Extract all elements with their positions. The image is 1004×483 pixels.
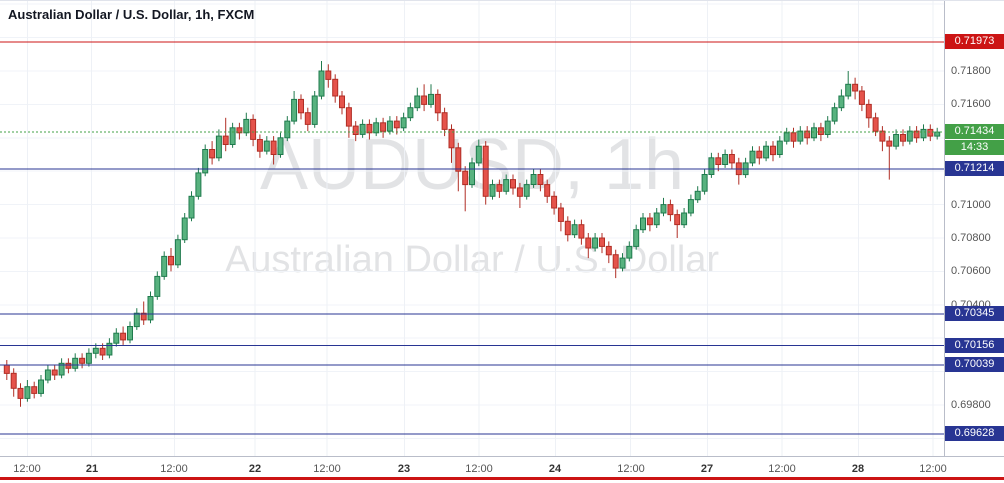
time-axis-label: 23 — [397, 463, 411, 475]
price-axis-tick: 0.71600 — [951, 98, 991, 110]
price-level-badge: 0.71973 — [945, 34, 1004, 49]
bar-countdown-badge: 14:33 — [945, 140, 1004, 155]
bottom-red-line — [0, 477, 1004, 480]
chart-svg[interactable] — [0, 1, 944, 456]
time-axis-label: 24 — [548, 463, 562, 475]
time-axis-label: 21 — [85, 463, 99, 475]
time-axis-label: 12:00 — [160, 463, 188, 475]
price-level-badge: 0.71214 — [945, 161, 1004, 176]
price-axis-tick: 0.69800 — [951, 399, 991, 411]
price-level-badge: 0.71434 — [945, 124, 1004, 139]
time-axis-label: 12:00 — [617, 463, 645, 475]
levels-layer[interactable] — [0, 41, 944, 435]
time-axis-label: 12:00 — [919, 463, 947, 475]
price-axis-tick: 0.71000 — [951, 199, 991, 211]
time-axis-label: 12:00 — [465, 463, 493, 475]
candles-layer[interactable] — [3, 61, 941, 407]
time-axis-label: 28 — [851, 463, 865, 475]
price-chart[interactable]: AUDUSD, 1h Australian Dollar / U.S. Doll… — [0, 1, 944, 456]
time-axis-label: 12:00 — [768, 463, 796, 475]
time-axis-label: 22 — [248, 463, 262, 475]
price-axis[interactable]: 0.71800 0.71600 0.71000 0.70800 0.70600 0.704… — [944, 1, 1004, 456]
price-level-badge: 0.70039 — [945, 357, 1004, 372]
price-axis-tick: 0.70600 — [951, 265, 991, 277]
price-level-badge: 0.70156 — [945, 338, 1004, 353]
price-axis-tick: 0.70800 — [951, 232, 991, 244]
price-axis-tick: 0.71800 — [951, 65, 991, 77]
time-axis-label: 12:00 — [13, 463, 41, 475]
price-level-badge: 0.69628 — [945, 426, 1004, 441]
time-axis-label: 27 — [700, 463, 714, 475]
grid-layer — [0, 1, 944, 456]
price-level-badge: 0.70345 — [945, 306, 1004, 321]
time-axis-label: 12:00 — [313, 463, 341, 475]
symbol-legend[interactable]: Australian Dollar / U.S. Dollar, 1h, FXC… — [8, 7, 255, 22]
